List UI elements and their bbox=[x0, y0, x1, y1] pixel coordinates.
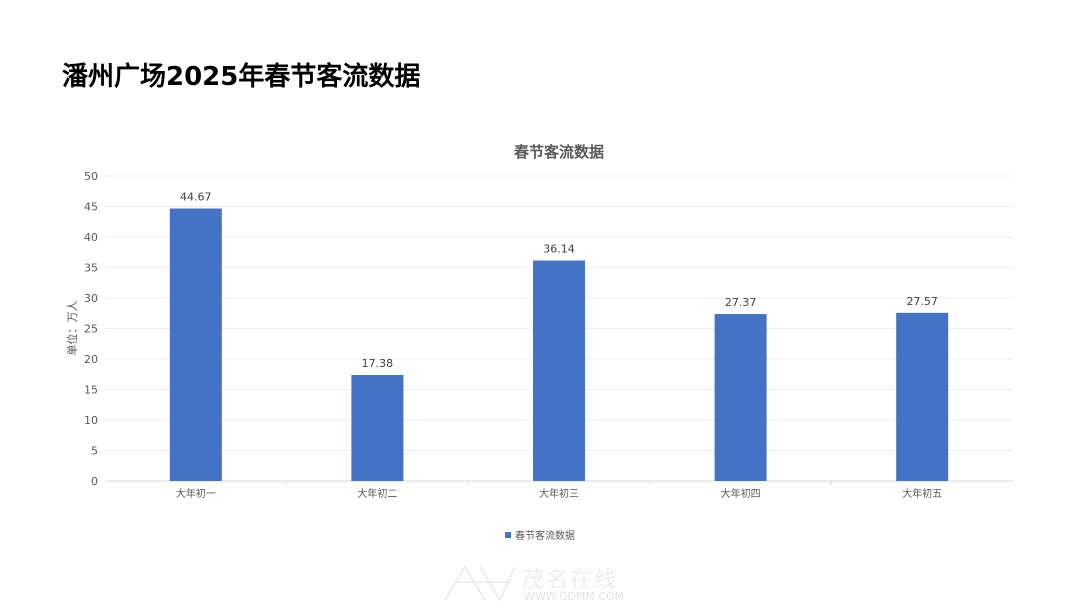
y-tick-label: 0 bbox=[91, 475, 98, 488]
y-tick-label: 20 bbox=[84, 353, 98, 366]
x-tick-label: 大年初四 bbox=[721, 487, 761, 500]
y-tick-label: 40 bbox=[84, 231, 98, 244]
x-tick-label: 大年初三 bbox=[539, 487, 579, 500]
y-axis-label: 单位：万人 bbox=[65, 301, 79, 356]
page-title: 潘州广场2025年春节客流数据 bbox=[62, 62, 421, 92]
y-tick-label: 15 bbox=[84, 384, 98, 397]
data-label: 17.38 bbox=[362, 357, 394, 370]
y-tick-label: 30 bbox=[84, 292, 98, 305]
bar-4 bbox=[714, 314, 767, 481]
x-tick-label: 大年初一 bbox=[176, 487, 216, 500]
data-label: 36.14 bbox=[543, 243, 575, 256]
bar-5 bbox=[896, 312, 949, 481]
data-label: 27.37 bbox=[725, 296, 757, 309]
y-tick-label: 35 bbox=[84, 262, 98, 275]
bar-1 bbox=[169, 208, 222, 481]
x-tick-label: 大年初二 bbox=[357, 487, 397, 500]
legend-label: 春节客流数据 bbox=[515, 529, 575, 542]
x-tick-label: 大年初五 bbox=[902, 487, 942, 500]
watermark-url: WWW.GDMM.COM bbox=[524, 590, 625, 603]
bar-2 bbox=[351, 374, 404, 481]
y-tick-label: 45 bbox=[84, 201, 98, 214]
y-tick-label: 10 bbox=[84, 414, 98, 427]
y-tick-label: 5 bbox=[91, 445, 98, 458]
watermark-icon bbox=[444, 565, 516, 602]
watermark-logo: 茂名在线 WWW.GDMM.COM bbox=[440, 562, 624, 606]
y-tick-label: 50 bbox=[84, 170, 98, 183]
watermark-text: 茂名在线 bbox=[522, 568, 619, 593]
bar-3 bbox=[533, 260, 585, 481]
chart-title: 春节客流数据 bbox=[514, 143, 604, 161]
data-label: 27.57 bbox=[906, 295, 938, 308]
legend-swatch bbox=[505, 532, 511, 538]
data-label: 44.67 bbox=[180, 191, 212, 204]
y-tick-label: 25 bbox=[84, 323, 98, 336]
